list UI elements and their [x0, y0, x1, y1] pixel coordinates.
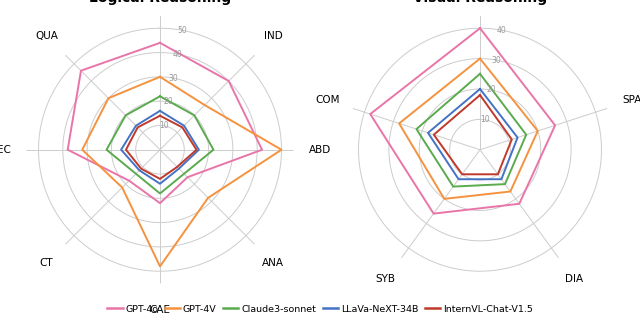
- Text: DEC: DEC: [0, 145, 11, 155]
- Text: COM: COM: [316, 95, 340, 105]
- Text: DIA: DIA: [565, 274, 583, 284]
- Text: 10: 10: [481, 115, 490, 124]
- Text: ANA: ANA: [262, 258, 284, 268]
- Title: Visual Reasoning: Visual Reasoning: [413, 0, 547, 5]
- Text: SYB: SYB: [376, 274, 396, 284]
- Text: 30: 30: [492, 56, 501, 65]
- Text: 20: 20: [486, 85, 496, 94]
- Text: 20: 20: [164, 98, 173, 107]
- Text: QUA: QUA: [35, 31, 58, 41]
- Text: 40: 40: [497, 26, 507, 35]
- Text: CT: CT: [40, 258, 53, 268]
- Text: 30: 30: [168, 73, 178, 82]
- Text: CAE: CAE: [150, 305, 170, 315]
- Text: 40: 40: [173, 50, 182, 59]
- Text: ABD: ABD: [309, 145, 332, 155]
- Text: IND: IND: [264, 31, 283, 41]
- Text: 50: 50: [177, 26, 187, 35]
- Title: Logical Reasoning: Logical Reasoning: [89, 0, 231, 5]
- Legend: GPT-4o, GPT-4V, Claude3-sonnet, LLaVa-NeXT-34B, InternVL-Chat-V1.5: GPT-4o, GPT-4V, Claude3-sonnet, LLaVa-Ne…: [104, 301, 536, 317]
- Text: SPA: SPA: [623, 95, 640, 105]
- Text: 10: 10: [159, 121, 169, 130]
